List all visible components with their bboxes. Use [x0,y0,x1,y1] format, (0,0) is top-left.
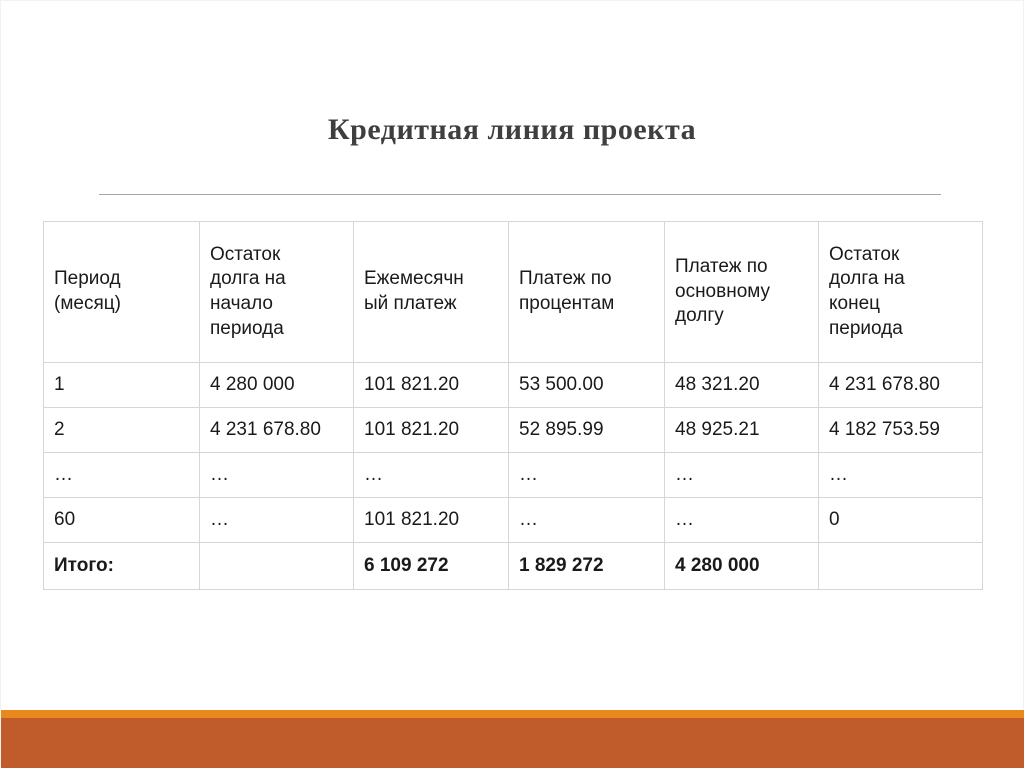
header-cell: Платеж по основному долгу [664,221,819,363]
table-cell: 4 182 753.59 [818,407,983,453]
header-cell: Ежемесячн ый платеж [353,221,509,363]
title-divider [99,194,941,195]
table-cell: Итого: [43,542,200,590]
table-cell: 0 [818,497,983,543]
table-cell: 60 [43,497,200,543]
table-cell: 4 280 000 [664,542,819,590]
table-cell [199,542,354,590]
table-cell: … [664,497,819,543]
table-cell: 4 231 678.80 [818,362,983,408]
header-cell: Период (месяц) [43,221,200,363]
table-cell: … [353,452,509,498]
table-row: 60… 101 821.20…… 0 [43,497,983,543]
table-cell: … [818,452,983,498]
bottom-accent-bar [1,718,1024,768]
page-title: Кредитная линия проекта [327,113,697,146]
table-cell: 53 500.00 [508,362,665,408]
table-cell: 2 [43,407,200,453]
table-cell: … [508,497,665,543]
table-cell: … [199,497,354,543]
table-cell: 1 [43,362,200,408]
table-cell: 101 821.20 [353,362,509,408]
table-cell: 4 231 678.80 [199,407,354,453]
header-cell: Остаток долга на конец периода [818,221,983,363]
table-cell: 48 925.21 [664,407,819,453]
table-cell: 6 109 272 [353,542,509,590]
table-cell: 52 895.99 [508,407,665,453]
table-cell: … [664,452,819,498]
table-cell: 101 821.20 [353,497,509,543]
table-cell: … [43,452,200,498]
table-cell: 48 321.20 [664,362,819,408]
table-cell [818,542,983,590]
bottom-accent-thin-bar [1,710,1024,718]
table-cell: 4 280 000 [199,362,354,408]
header-cell: Платеж по процентам [508,221,665,363]
credit-schedule-table: Период (месяц) Остаток долга на начало пе… [43,221,983,590]
table-cell: 1 829 272 [508,542,665,590]
table-header-row: Период (месяц) Остаток долга на начало пе… [43,221,983,363]
header-cell: Остаток долга на начало периода [199,221,354,363]
table-cell: … [199,452,354,498]
table-cell: 101 821.20 [353,407,509,453]
table-row: ……………… [43,452,983,498]
table-cell: … [508,452,665,498]
table-row: Итого: 6 109 272 1 829 272 4 280 000 [43,542,983,590]
